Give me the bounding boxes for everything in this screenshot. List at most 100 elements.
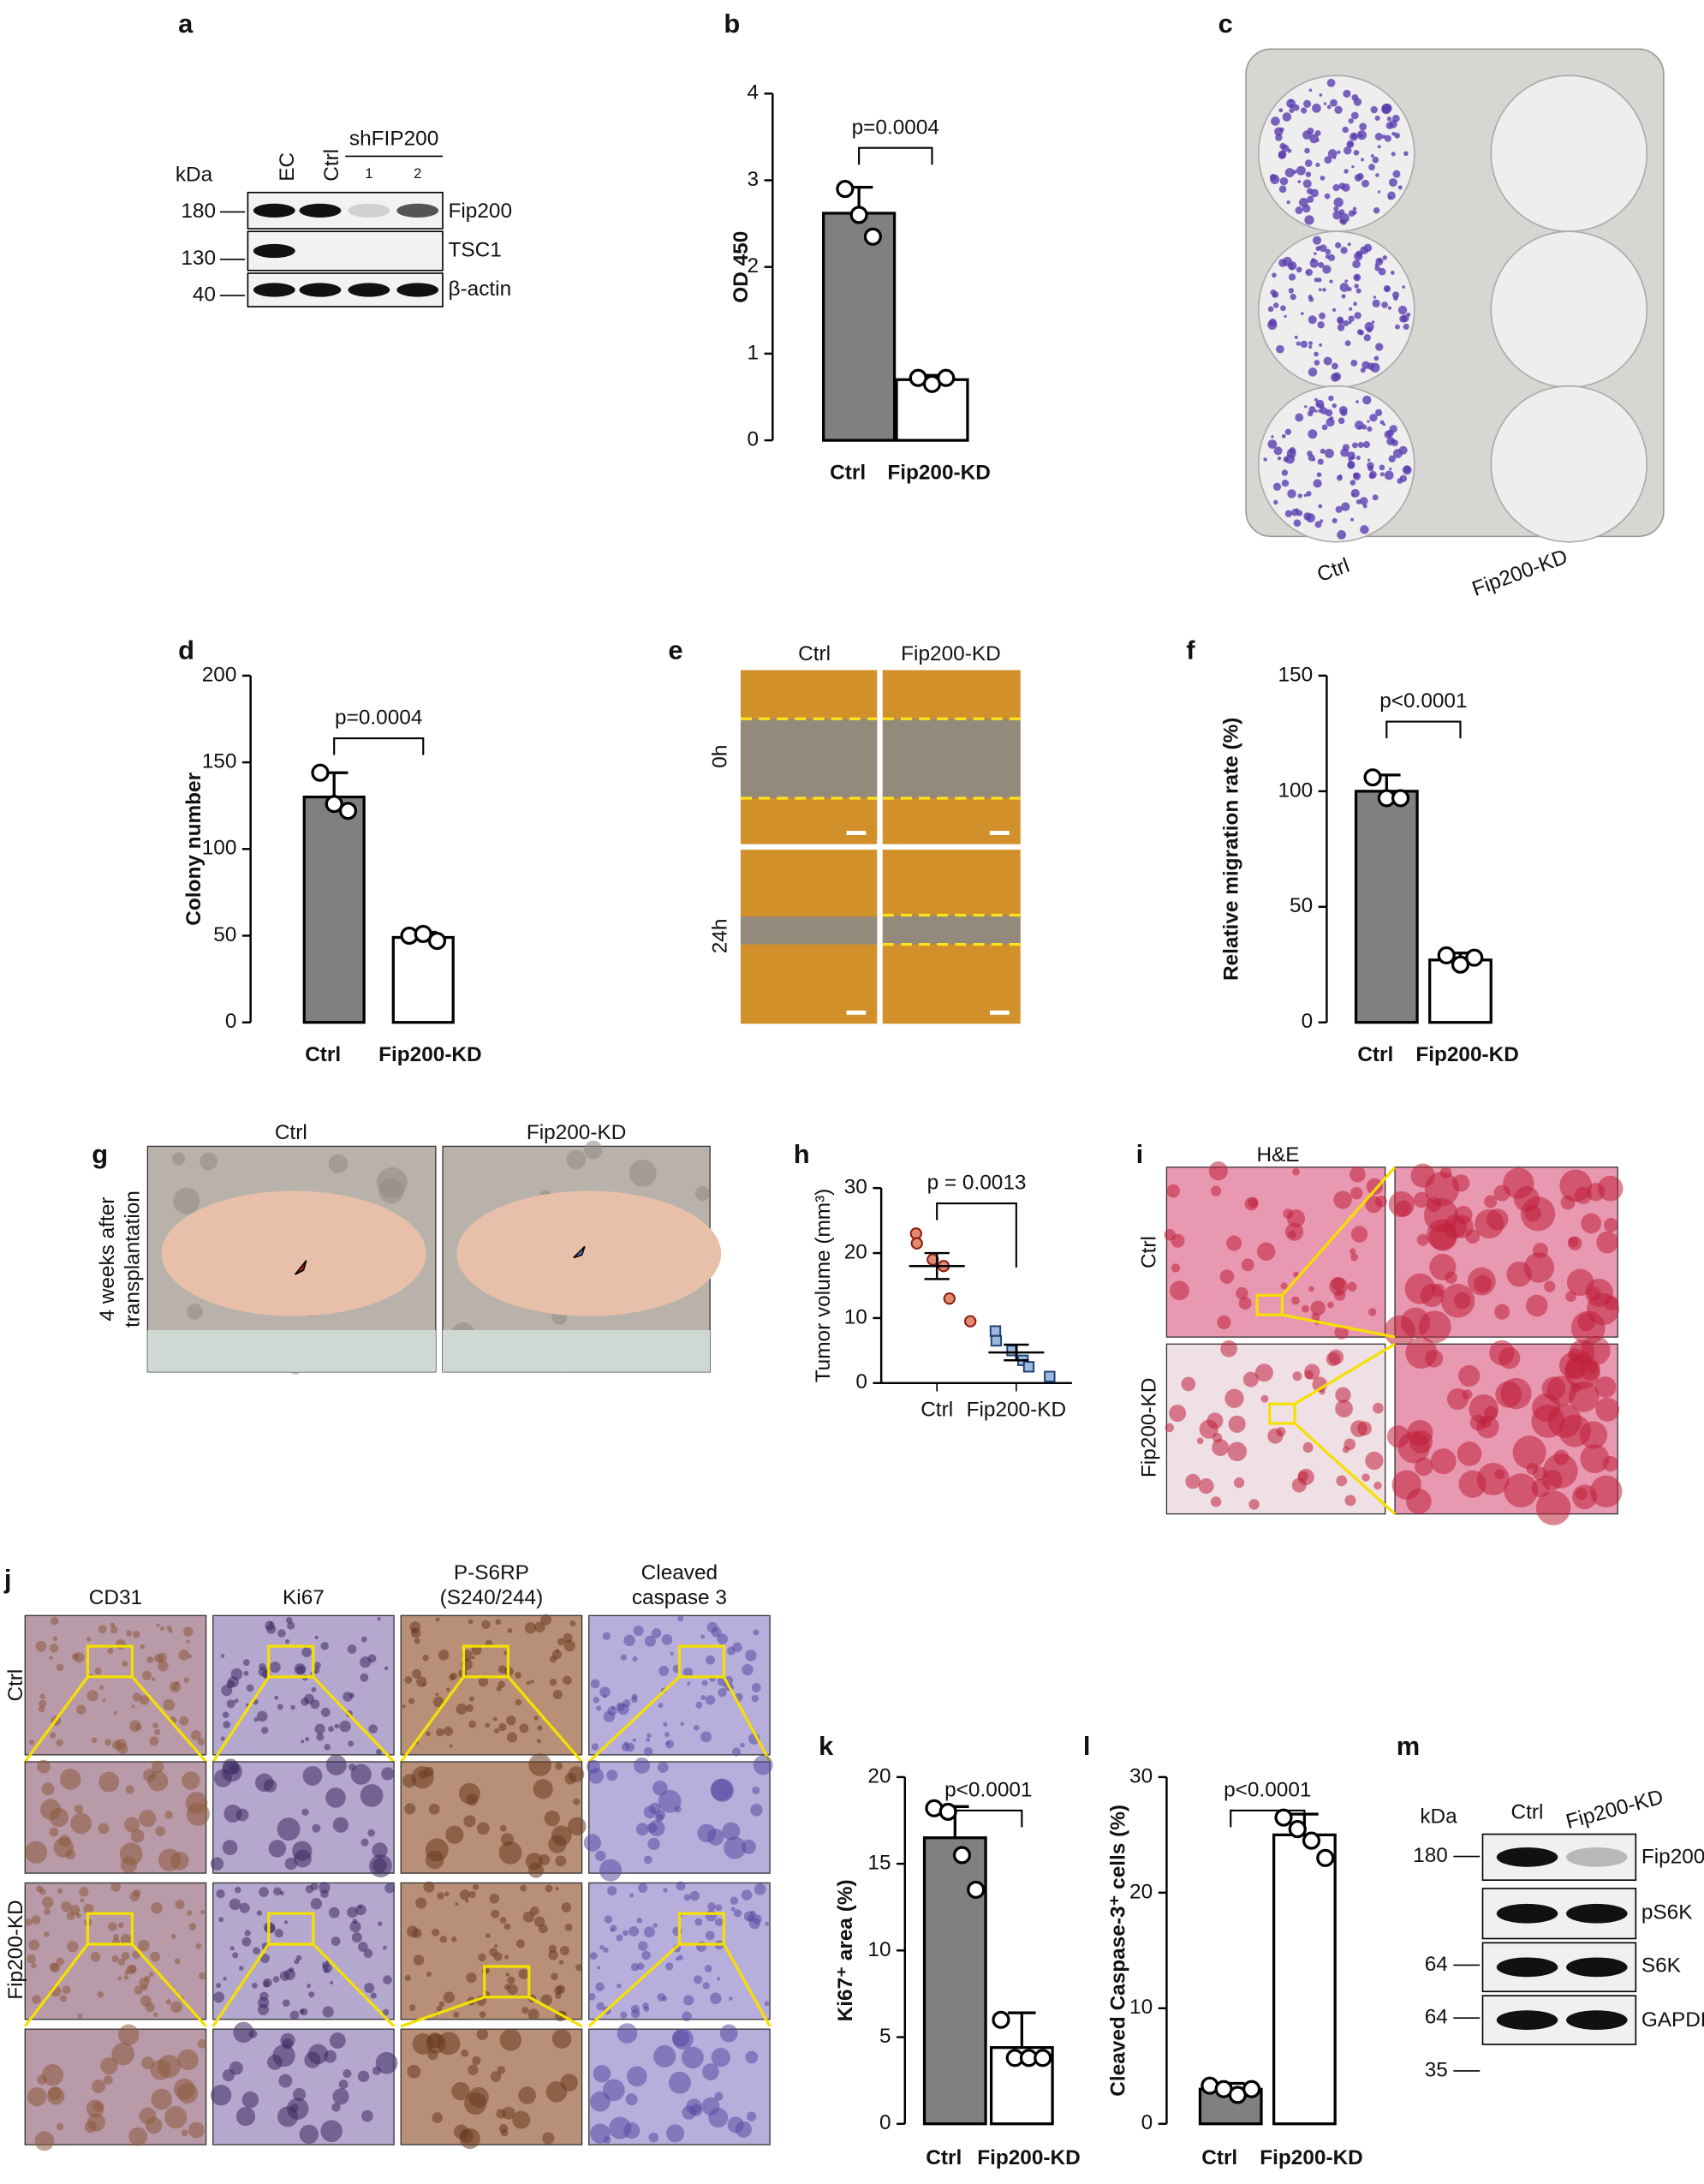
image-texture: [56, 2122, 64, 2131]
y-tick-label: 0: [855, 1370, 867, 1393]
image-texture: [132, 1692, 141, 1702]
colony: [1284, 168, 1295, 178]
image-texture: [426, 1731, 431, 1737]
image-texture: [325, 1754, 347, 1775]
image-texture: [280, 2032, 295, 2048]
image-texture: [593, 2064, 611, 2083]
image-texture: [27, 2086, 47, 2107]
image-texture: [459, 1889, 471, 1901]
image-texture: [1590, 1475, 1623, 1508]
image-texture: [1386, 1425, 1410, 1448]
image-texture: [620, 1654, 627, 1661]
y-tick-label: 3: [748, 168, 760, 191]
image: [588, 1614, 771, 1756]
image-texture: [647, 1837, 660, 1851]
image-texture: [1224, 1388, 1244, 1408]
image-texture: [57, 1888, 63, 1894]
image-texture: [241, 1936, 252, 1947]
image-texture: [62, 1985, 71, 1995]
image-texture: [646, 1737, 651, 1742]
image-texture: [1170, 1280, 1189, 1301]
image-texture: [439, 1936, 448, 1943]
colony: [1336, 474, 1343, 481]
image-texture: [38, 1705, 45, 1713]
colony: [1342, 126, 1349, 134]
arrow: [573, 1245, 586, 1259]
colony: [1318, 288, 1322, 292]
image-texture: [266, 1624, 277, 1634]
image-texture: [41, 1782, 55, 1796]
image-texture: [24, 1918, 33, 1926]
colony: [1316, 472, 1322, 478]
image-texture: [643, 1855, 652, 1865]
column-label: Cleaved: [641, 1561, 718, 1584]
image-texture: [730, 1907, 736, 1912]
image-texture: [518, 2086, 537, 2104]
bar: [302, 795, 366, 1024]
image-texture: [402, 1704, 406, 1709]
image-texture: [1484, 1195, 1498, 1208]
image-texture: [1291, 1296, 1300, 1305]
x-tick-label: Fip200-KD: [1415, 1043, 1519, 1066]
image-texture: [52, 1636, 58, 1642]
image-texture: [1219, 1269, 1235, 1284]
image-texture: [360, 1838, 369, 1847]
row-label: Ctrl: [4, 1669, 27, 1702]
zoom-line: [1294, 1342, 1396, 1405]
image-texture: [197, 2038, 207, 2049]
colony: [1312, 236, 1322, 245]
image-texture: [490, 2071, 502, 2082]
image-texture: [153, 1653, 164, 1663]
panel-label: i: [1136, 1139, 1144, 1169]
data-point: [1363, 768, 1382, 787]
colony: [1324, 448, 1334, 458]
p-value: p<0.0001: [1379, 689, 1467, 713]
y-tick-label: 50: [1290, 894, 1313, 917]
bar: [1354, 790, 1419, 1024]
p-value: p=0.0004: [852, 116, 939, 139]
colony: [1290, 294, 1296, 301]
colony: [1281, 469, 1289, 476]
colony: [1332, 362, 1338, 370]
image-texture: [489, 1948, 498, 1957]
image-texture: [753, 1629, 760, 1636]
image-texture: [595, 1850, 606, 1862]
image-texture: [700, 1731, 712, 1743]
image-texture: [357, 1942, 368, 1953]
row-label: Ctrl: [1137, 1236, 1160, 1268]
image-texture: [717, 1977, 721, 1981]
colony: [1313, 479, 1322, 488]
colony: [1389, 120, 1397, 128]
colony: [1339, 212, 1349, 224]
panel-label: m: [1397, 1731, 1420, 1761]
image-texture: [1227, 1441, 1248, 1462]
image-texture: [404, 1803, 416, 1815]
image-texture: [438, 1649, 450, 1661]
image-texture: [139, 1695, 150, 1705]
image-texture: [147, 1770, 169, 1792]
image-texture: [456, 1703, 468, 1715]
image-texture: [27, 1954, 36, 1964]
image-texture: [332, 1817, 349, 1833]
gap: [882, 915, 1021, 945]
p-value: p = 0.0013: [927, 1172, 1027, 1195]
image-texture: [424, 1766, 434, 1777]
y-tick-label: 4: [748, 81, 760, 104]
band: [1496, 2010, 1558, 2030]
image-texture: [537, 1725, 543, 1731]
y-tick-label: 0: [748, 428, 760, 451]
image-texture: [316, 1733, 325, 1741]
image-texture: [1212, 1439, 1230, 1457]
image-texture: [694, 1918, 703, 1926]
image-texture: [277, 1704, 283, 1710]
image-texture: [701, 1680, 708, 1686]
image-texture: [740, 1742, 745, 1748]
image-texture: [39, 1699, 47, 1708]
colony: [1340, 247, 1348, 254]
y-tick-label: 20: [844, 1240, 867, 1263]
colony: [1375, 343, 1384, 351]
image-texture: [575, 1964, 583, 1972]
image-texture: [646, 1733, 652, 1739]
data-point: [1391, 789, 1410, 808]
image-texture: [1276, 1427, 1286, 1437]
